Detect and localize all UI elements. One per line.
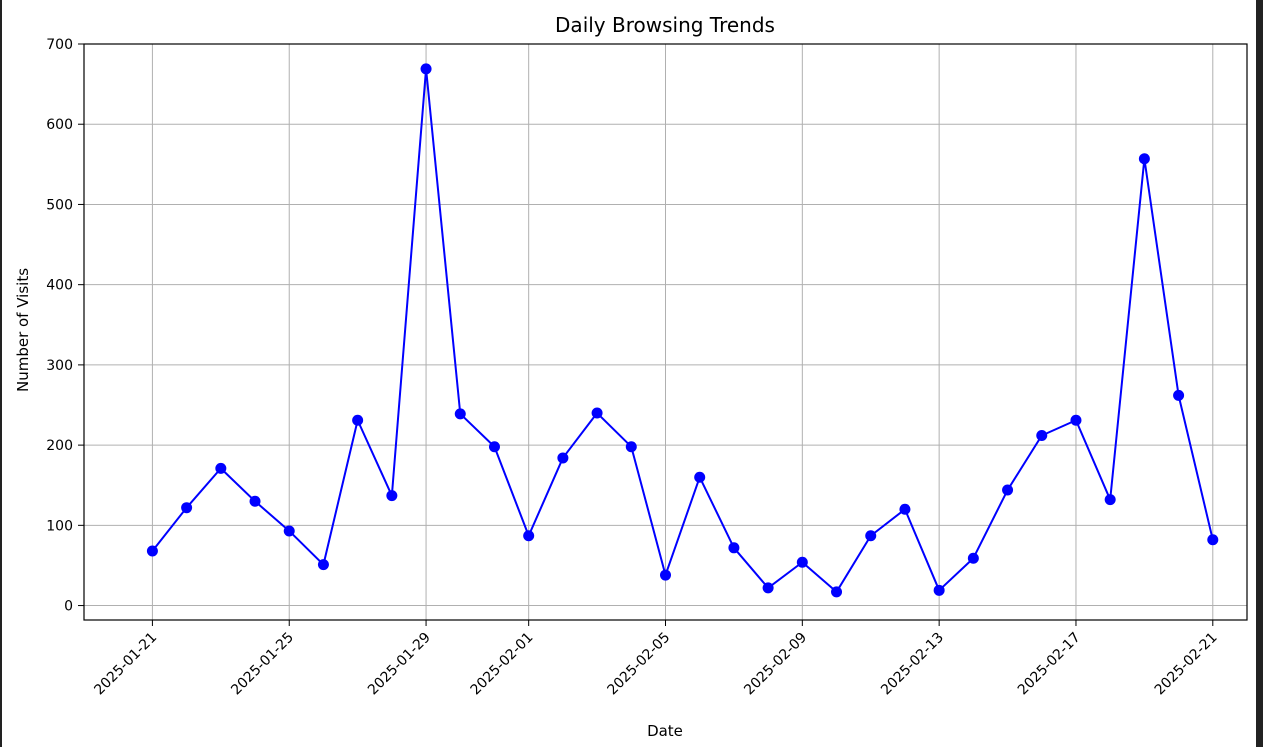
data-point [1173, 389, 1185, 401]
data-point [1002, 484, 1014, 496]
data-point [386, 490, 398, 502]
window-border-right [1256, 0, 1263, 747]
data-point [1138, 153, 1150, 165]
x-tick-label: 2025-01-29 [365, 630, 434, 699]
chart-title: Daily Browsing Trends [555, 13, 775, 37]
data-point [694, 471, 706, 483]
y-tick-label: 400 [46, 278, 73, 294]
y-axis: 0 100 200 300 400 500 600 700 [46, 37, 84, 615]
data-point [454, 408, 466, 420]
data-point [557, 452, 569, 464]
data-point [728, 542, 740, 554]
y-tick-label: 600 [46, 117, 73, 133]
data-point [796, 556, 808, 568]
data-point [1104, 494, 1116, 506]
data-point [215, 462, 227, 474]
y-tick-label: 200 [46, 438, 73, 454]
data-point [352, 414, 364, 426]
data-point [899, 503, 911, 515]
data-point [317, 559, 329, 571]
x-tick-label: 2025-01-25 [228, 630, 297, 699]
data-point [762, 582, 774, 594]
data-point [865, 530, 877, 542]
y-axis-label: Number of Visits [14, 268, 32, 392]
y-tick-label: 100 [46, 518, 73, 534]
grid-lines [84, 43, 1247, 620]
y-tick-label: 0 [64, 599, 73, 615]
data-point [660, 569, 671, 581]
data-point [523, 530, 535, 542]
series-layer [146, 63, 1219, 598]
x-axis-label: Date [647, 722, 683, 740]
x-tick-label: 2025-02-01 [468, 630, 537, 699]
data-point [591, 407, 603, 419]
data-point [933, 584, 945, 596]
data-point [283, 525, 295, 537]
x-tick-label: 2025-02-17 [1015, 630, 1084, 699]
x-tick-label: 2025-02-13 [878, 630, 947, 699]
data-point [420, 63, 432, 75]
data-point [488, 441, 500, 453]
x-tick-label: 2025-02-05 [604, 630, 673, 699]
y-tick-label: 500 [46, 197, 73, 213]
data-point [181, 502, 193, 514]
data-point [625, 441, 637, 453]
data-point [249, 495, 261, 507]
x-tick-label: 2025-01-21 [91, 630, 160, 699]
x-tick-label: 2025-02-09 [741, 630, 810, 699]
data-point [967, 552, 979, 564]
data-point [146, 545, 158, 557]
data-point [1207, 534, 1219, 546]
data-point [1070, 414, 1082, 426]
data-point [1036, 429, 1048, 441]
data-point [831, 586, 843, 598]
x-axis: 2025-01-21 2025-01-25 2025-01-29 2025-02-01… [91, 620, 1221, 699]
y-tick-label: 300 [46, 358, 73, 374]
window-border-left [0, 0, 2, 747]
series-line [151, 67, 1214, 593]
y-tick-label: 700 [46, 37, 73, 53]
x-tick-label: 2025-02-21 [1152, 630, 1221, 699]
